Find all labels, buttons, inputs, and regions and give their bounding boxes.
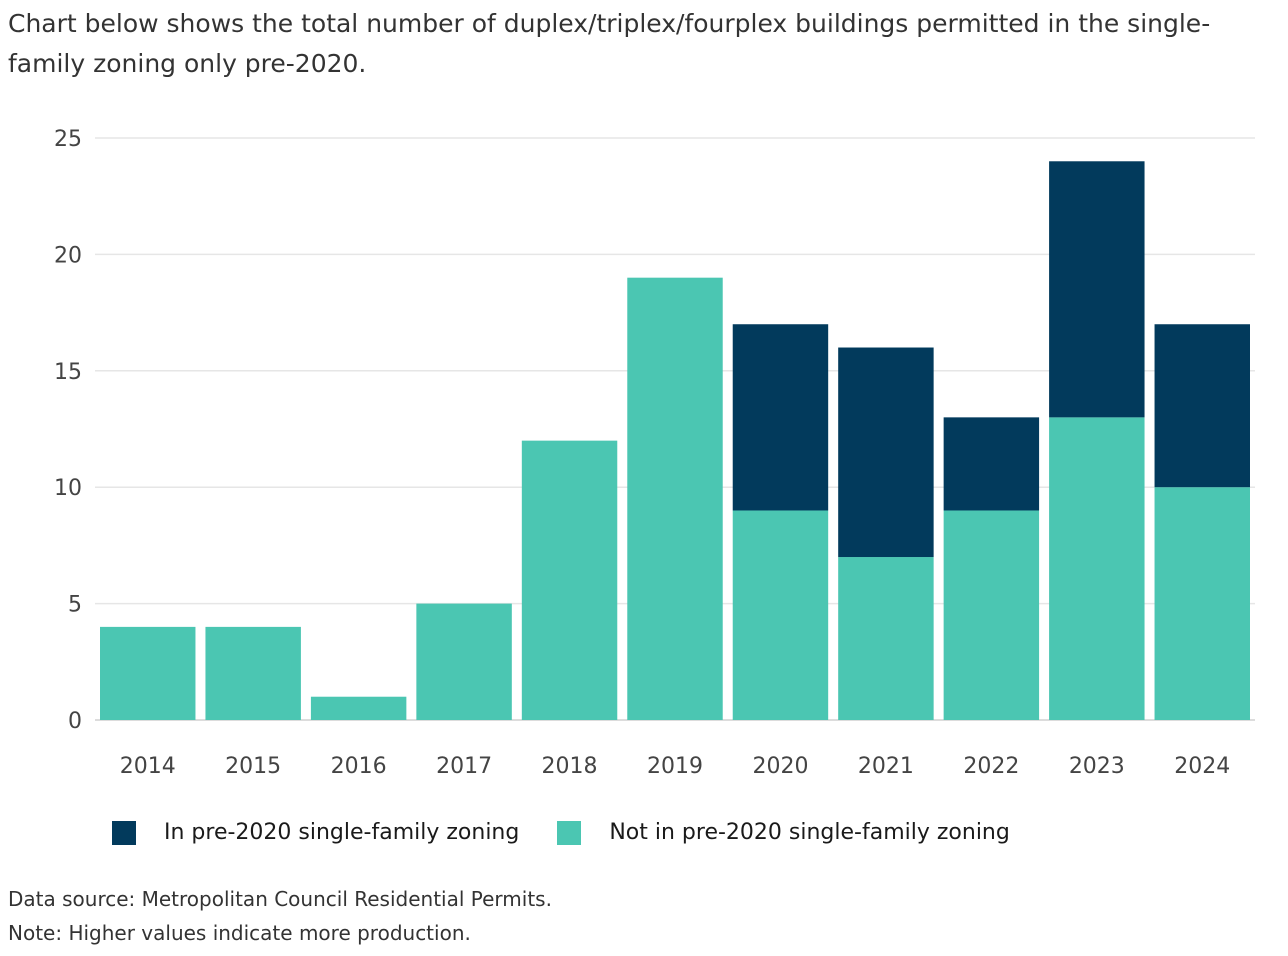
bar-in-zoning-2024 [1154,324,1250,488]
bar-not-in-zoning-2016 [310,696,407,720]
x-tick-label: 2018 [542,754,598,779]
x-tick-label: 2020 [752,754,808,779]
chart-legend: In pre-2020 single-family zoning Not in … [112,820,1048,845]
x-tick-label: 2016 [331,754,387,779]
y-tick-label: 15 [54,360,82,385]
bar-in-zoning-2020 [732,324,829,511]
x-tick-label: 2019 [647,754,703,779]
legend-label-not-in-zoning: Not in pre-2020 single-family zoning [609,820,1010,845]
y-tick-label: 0 [68,709,82,734]
bar-not-in-zoning-2017 [416,603,512,720]
legend-swatch-not-in-zoning [557,820,582,845]
legend-swatch-in-zoning [112,820,136,845]
x-tick-label: 2015 [225,754,281,779]
legend-item-in-zoning[interactable]: In pre-2020 single-family zoning [112,820,519,845]
bar-not-in-zoning-2015 [205,626,301,720]
legend-item-not-in-zoning[interactable]: Not in pre-2020 single-family zoning [557,820,1010,845]
x-tick-label: 2024 [1174,754,1230,779]
bar-not-in-zoning-2019 [627,277,723,720]
bar-not-in-zoning-2020 [732,510,829,720]
bar-not-in-zoning-2024 [1154,487,1250,720]
data-source-note: Data source: Metropolitan Council Reside… [8,887,552,911]
bar-not-in-zoning-2022 [943,510,1040,720]
interpretation-note: Note: Higher values indicate more produc… [8,921,471,945]
bar-not-in-zoning-2021 [838,557,934,720]
bar-not-in-zoning-2023 [1049,417,1145,720]
y-tick-label: 5 [68,593,82,618]
legend-label-in-zoning: In pre-2020 single-family zoning [164,820,520,845]
y-tick-label: 20 [54,243,82,268]
x-tick-label: 2022 [963,754,1019,779]
chart-intro-text: Chart below shows the total number of du… [8,9,1211,78]
x-tick-label: 2021 [858,754,914,779]
bar-in-zoning-2021 [838,347,934,558]
bar-in-zoning-2023 [1049,161,1145,418]
bar-not-in-zoning-2014 [100,626,196,720]
y-tick-label: 10 [54,476,82,501]
x-tick-label: 2023 [1069,754,1125,779]
chart-footer: Data source: Metropolitan Council Reside… [8,882,552,950]
x-tick-label: 2014 [120,754,176,779]
x-tick-label: 2017 [436,754,492,779]
bar-not-in-zoning-2018 [521,440,618,720]
y-tick-label: 25 [54,127,82,152]
bar-in-zoning-2022 [943,417,1040,511]
stacked-bar-chart: 0 5 10 15 20 25 2014 2015 2016 2017 2018 2019 2020 20… [54,127,1255,779]
